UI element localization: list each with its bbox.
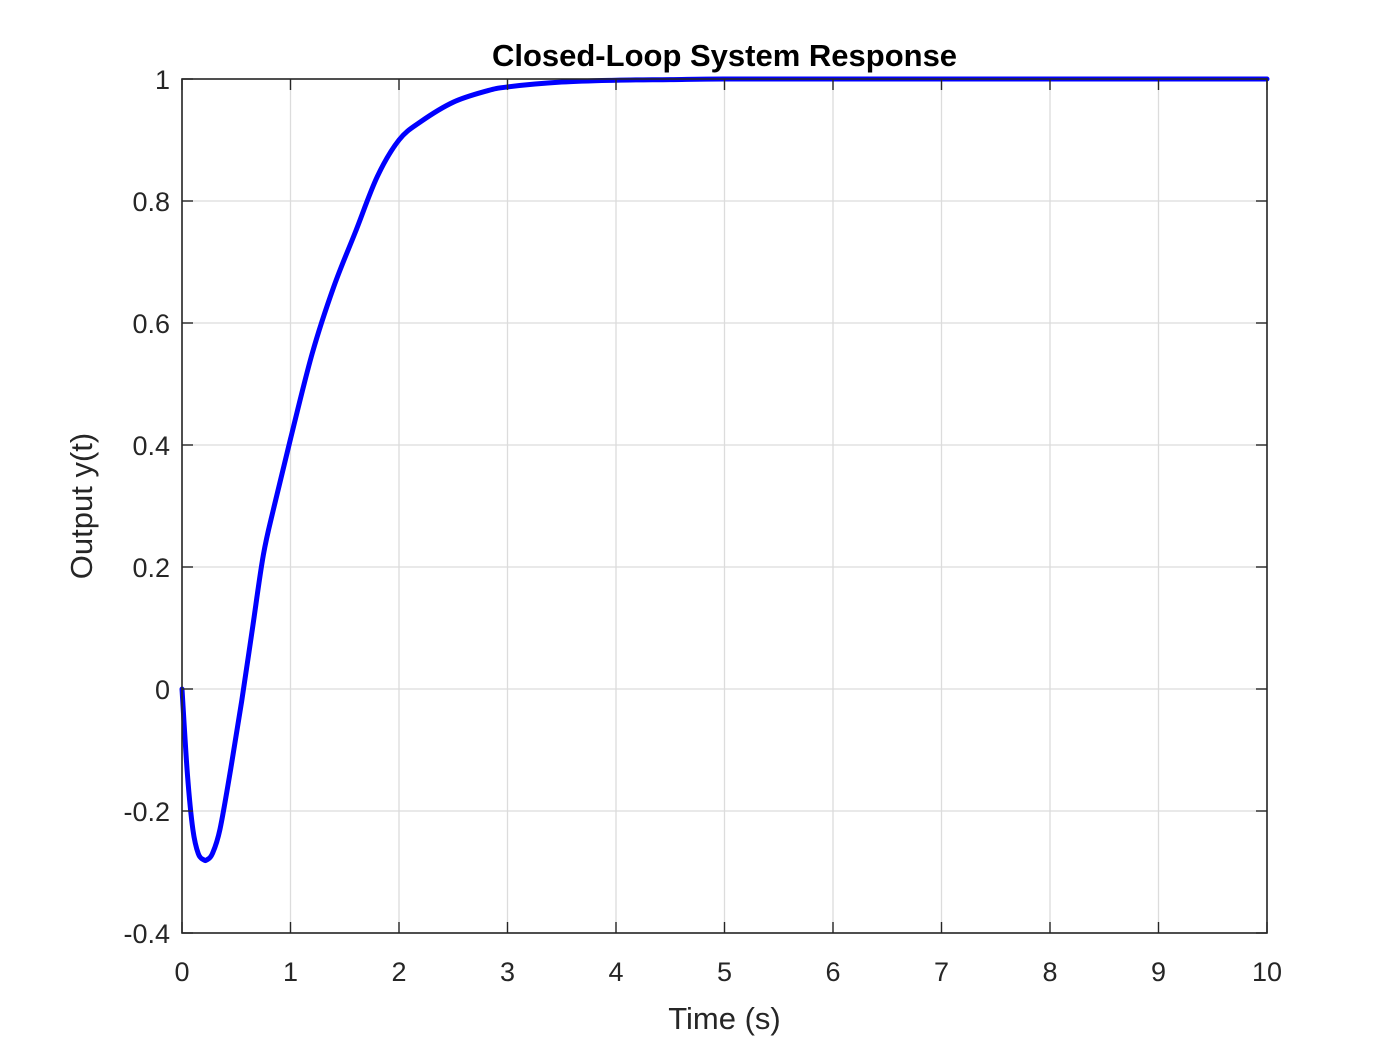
x-tick-label: 0 — [174, 957, 189, 987]
x-tick-label: 9 — [1151, 957, 1166, 987]
x-tick-label: 7 — [934, 957, 949, 987]
x-tick-label: 10 — [1252, 957, 1282, 987]
y-tick-label: 0.2 — [132, 553, 170, 583]
y-axis-label: Output y(t) — [64, 433, 99, 579]
y-tick-label: 0.8 — [132, 187, 170, 217]
y-tick-label: 1 — [155, 65, 170, 95]
x-tick-label: 1 — [283, 957, 298, 987]
x-tick-label: 5 — [717, 957, 732, 987]
y-tick-label: -0.4 — [123, 919, 170, 949]
x-tick-labels: 0 1 2 3 4 5 6 7 8 9 10 — [174, 957, 1282, 987]
x-tick-label: 2 — [391, 957, 406, 987]
y-tick-label: 0.6 — [132, 309, 170, 339]
x-tick-label: 6 — [825, 957, 840, 987]
y-tick-labels: -0.4 -0.2 0 0.2 0.4 0.6 0.8 1 — [123, 65, 170, 949]
chart-title: Closed-Loop System Response — [492, 38, 957, 73]
y-tick-label: 0 — [155, 675, 170, 705]
x-tick-label: 8 — [1042, 957, 1057, 987]
x-tick-label: 3 — [500, 957, 515, 987]
y-tick-label: -0.2 — [123, 797, 170, 827]
tick-marks — [181, 78, 1268, 934]
x-axis-label: Time (s) — [668, 1001, 781, 1036]
y-tick-label: 0.4 — [132, 431, 170, 461]
x-tick-label: 4 — [608, 957, 623, 987]
